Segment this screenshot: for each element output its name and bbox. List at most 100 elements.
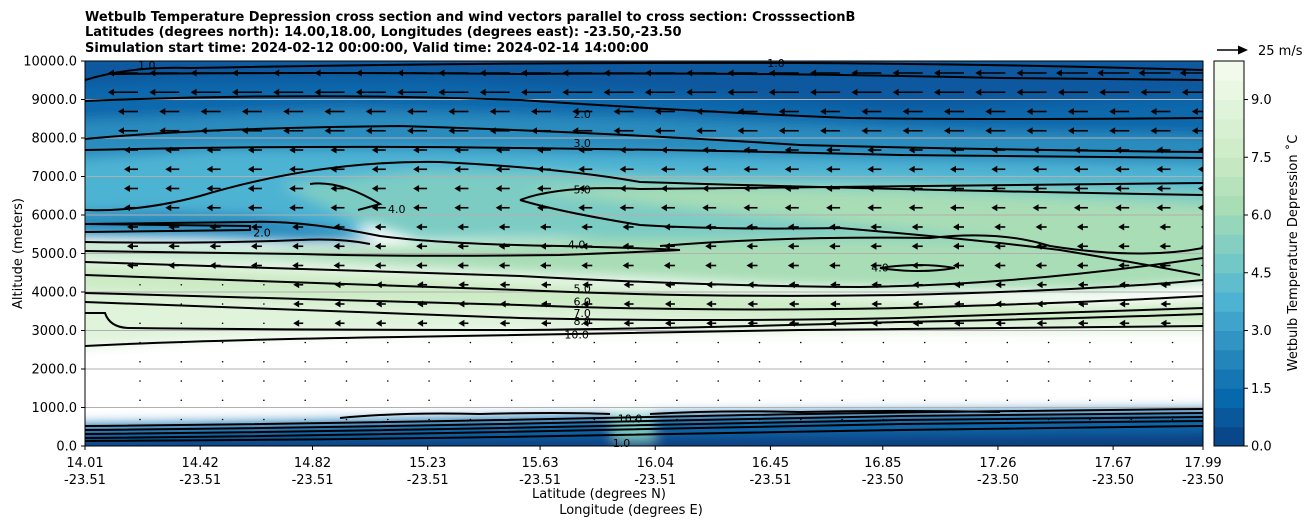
wind-vector-head bbox=[706, 319, 713, 327]
wind-vector-dot bbox=[1047, 380, 1050, 382]
wind-vector-head bbox=[663, 262, 670, 269]
wind-vector-head bbox=[696, 127, 703, 135]
colorbar-tick-label: 7.5 bbox=[1251, 151, 1272, 166]
wind-vector-dot bbox=[387, 341, 389, 344]
wind-vector-head bbox=[438, 69, 445, 77]
contour-line-surface-2 bbox=[85, 412, 1203, 431]
wind-vector-dot bbox=[634, 380, 637, 382]
wind-vector-dot bbox=[139, 399, 141, 402]
colorbar-swatch bbox=[1214, 215, 1244, 235]
wind-vector-dot bbox=[965, 360, 967, 363]
wind-vector-head bbox=[371, 204, 378, 212]
wind-vector-head bbox=[283, 108, 290, 115]
wind-vector-head bbox=[603, 88, 610, 96]
wind-vector-head bbox=[333, 223, 340, 231]
wind-vector-head bbox=[1073, 165, 1080, 173]
wind-vector-head bbox=[206, 204, 213, 212]
colorbar-swatch bbox=[1214, 118, 1244, 139]
wind-vector-head bbox=[727, 88, 734, 96]
wind-vector-head bbox=[1150, 127, 1157, 135]
wind-vector-head bbox=[168, 223, 175, 231]
wind-vector-dot bbox=[1089, 380, 1091, 382]
wind-vector-dot bbox=[882, 418, 885, 421]
wind-vector-head bbox=[108, 88, 114, 96]
wind-vector-head bbox=[127, 223, 133, 231]
wind-vector-head bbox=[912, 300, 919, 308]
wind-vector-head bbox=[283, 127, 290, 135]
wind-vector-head bbox=[768, 69, 775, 77]
wind-vector-head bbox=[1073, 185, 1080, 192]
wind-vector-head bbox=[1016, 69, 1023, 77]
wind-vector-head bbox=[953, 223, 959, 231]
x-tick-label-lon: -23.50 bbox=[1182, 473, 1224, 488]
wind-vector-head bbox=[912, 281, 919, 289]
wind-vector-dot bbox=[634, 360, 637, 363]
contour-line-4-left bbox=[85, 220, 681, 257]
wind-vector-head bbox=[540, 223, 546, 231]
wind-vector-dot bbox=[676, 399, 678, 402]
wind-vector-head bbox=[454, 185, 461, 192]
y-tick-label: 5000.0 bbox=[32, 247, 78, 262]
wind-vector-head bbox=[1115, 204, 1122, 212]
fill-band-lightgreen bbox=[85, 186, 1203, 290]
wind-vector-head bbox=[149, 69, 156, 77]
y-tick-label: 4000.0 bbox=[32, 286, 78, 301]
wind-vector-head bbox=[540, 242, 546, 250]
wind-vector-head bbox=[499, 300, 506, 308]
wind-vector-head bbox=[830, 300, 837, 308]
wind-vector-head bbox=[1156, 204, 1163, 212]
wind-vector-head bbox=[743, 165, 750, 173]
wind-vector-dot bbox=[1171, 399, 1174, 402]
wind-vector-head bbox=[994, 262, 1001, 269]
wind-vector-dot bbox=[221, 399, 224, 402]
wind-vector-head bbox=[562, 69, 569, 77]
wind-vector-head bbox=[375, 300, 382, 308]
contour-line-7 bbox=[85, 292, 1203, 311]
wind-vector-head bbox=[995, 319, 1002, 327]
wind-vector-head bbox=[1160, 300, 1167, 308]
wind-vector-head bbox=[1197, 166, 1203, 173]
wind-vector-head bbox=[209, 242, 216, 250]
wind-vector-head bbox=[1055, 69, 1062, 77]
wind-vector-head bbox=[1140, 88, 1147, 96]
wind-vector-dot bbox=[510, 380, 513, 382]
wind-vector-head bbox=[241, 108, 248, 115]
wind-vector-head bbox=[1156, 165, 1163, 173]
wind-vector-head bbox=[206, 165, 213, 173]
wind-vector-head bbox=[531, 127, 537, 135]
contour-label: 1.0 bbox=[767, 57, 785, 70]
wind-vector-head bbox=[124, 204, 130, 212]
wind-vector-head bbox=[851, 69, 858, 77]
wind-vector-dot bbox=[428, 360, 430, 363]
wind-vector-dot bbox=[965, 380, 967, 382]
wind-vector-head bbox=[654, 108, 661, 115]
wind-vector-dot bbox=[552, 380, 554, 382]
wind-vector-dot bbox=[965, 418, 967, 421]
wind-vector-head bbox=[788, 281, 795, 289]
wind-vector-dot bbox=[139, 341, 141, 344]
wind-vector-dot bbox=[263, 303, 265, 305]
wind-vector-head bbox=[247, 146, 254, 154]
wind-vector-dot bbox=[717, 418, 719, 421]
wind-vector-head bbox=[613, 108, 620, 115]
wind-vector-head bbox=[622, 262, 629, 269]
wind-vector-head bbox=[330, 185, 337, 192]
wind-vector-head bbox=[1036, 300, 1043, 308]
wind-vector-dot bbox=[345, 360, 348, 363]
y-tick-label: 1000.0 bbox=[32, 401, 78, 416]
x-tick-label-lat: 16.85 bbox=[864, 456, 901, 471]
wind-vector-head bbox=[582, 300, 589, 308]
contour-line-2 bbox=[85, 95, 1203, 120]
wind-vector-dot bbox=[1130, 418, 1132, 421]
wind-vector-head bbox=[417, 281, 424, 289]
wind-vector-dot bbox=[221, 303, 224, 305]
wind-vector-head bbox=[1197, 204, 1203, 211]
wind-vector-dot bbox=[1130, 341, 1132, 344]
wind-vector-dot bbox=[180, 341, 183, 344]
wind-vector-head bbox=[479, 69, 486, 77]
wind-vector-head bbox=[663, 242, 670, 250]
wind-vector-dot bbox=[304, 341, 307, 344]
wind-vector-head bbox=[292, 262, 299, 269]
wind-vector-head bbox=[289, 185, 296, 192]
quiver-key-label: 25 m/s bbox=[1258, 44, 1303, 59]
